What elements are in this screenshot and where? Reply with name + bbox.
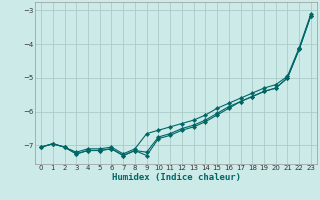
X-axis label: Humidex (Indice chaleur): Humidex (Indice chaleur)	[111, 173, 241, 182]
